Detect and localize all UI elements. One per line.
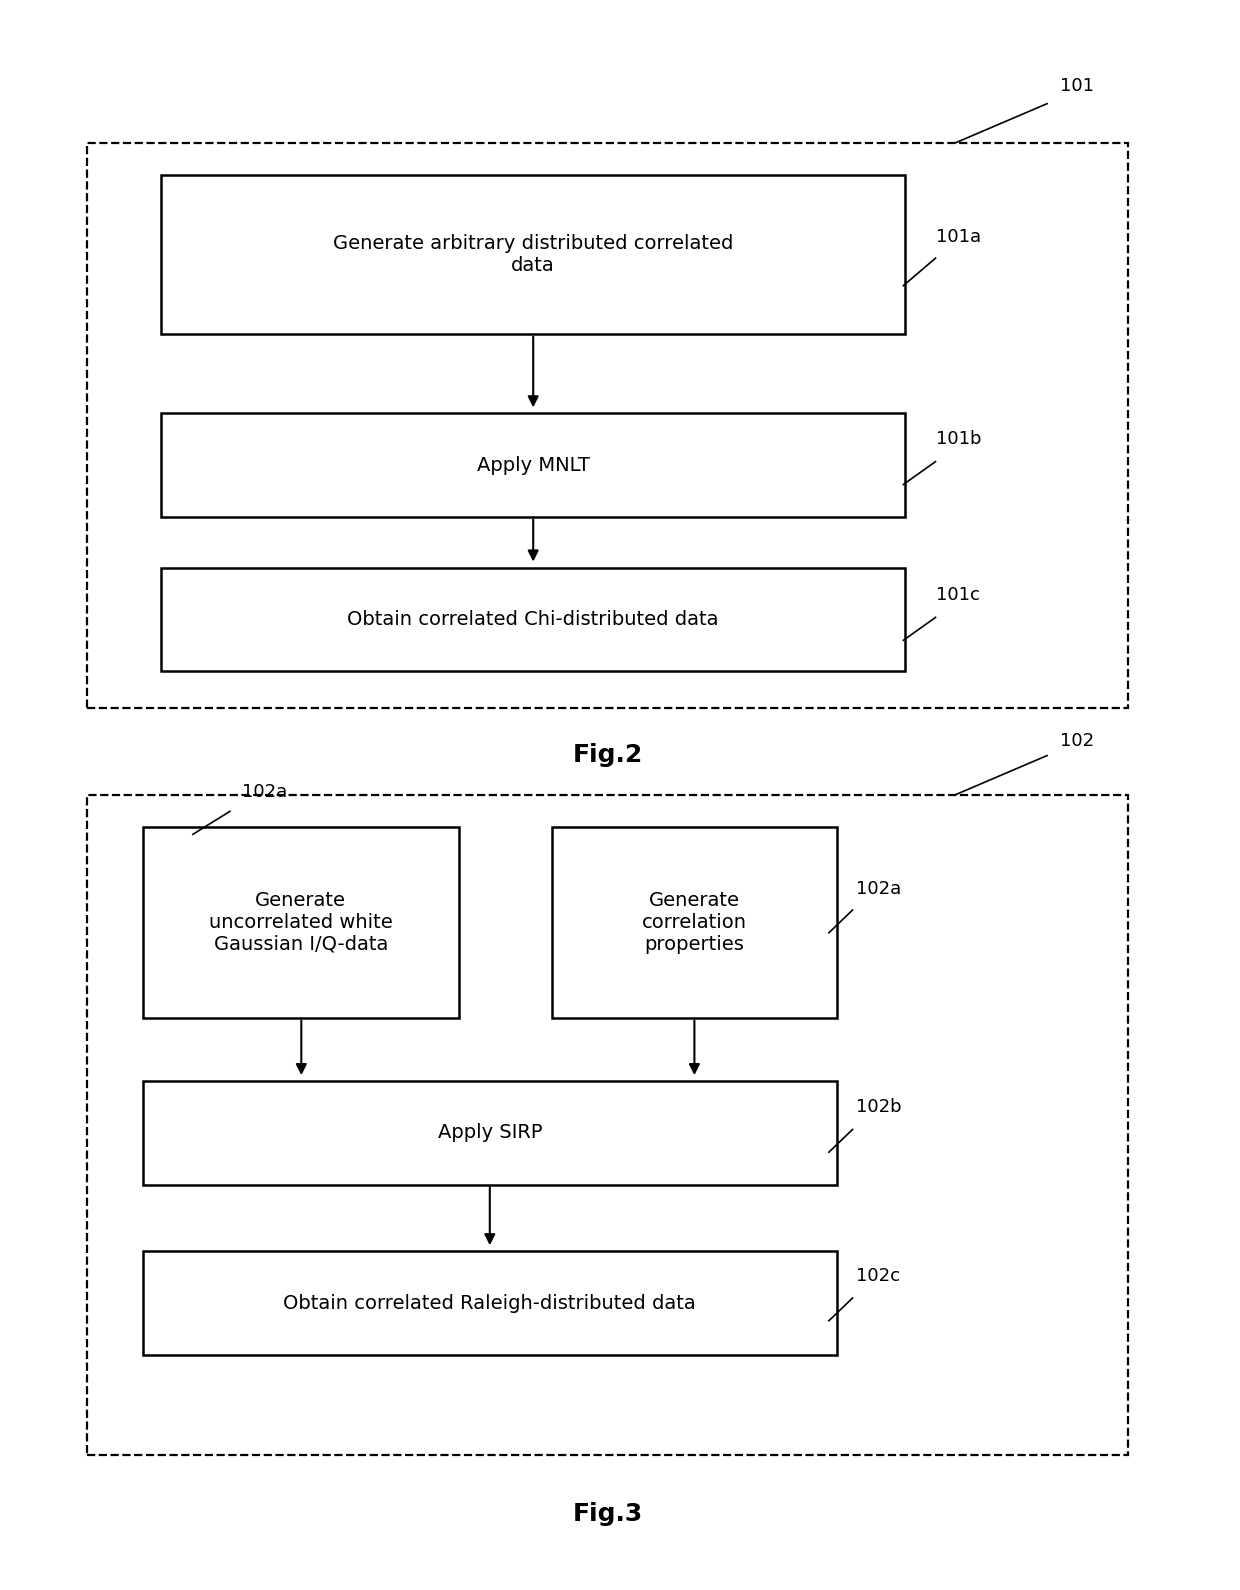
Text: Generate
uncorrelated white
Gaussian I/Q-data: Generate uncorrelated white Gaussian I/Q… [208,890,393,954]
Bar [161,413,905,517]
Bar [143,1081,837,1185]
Text: Fig.3: Fig.3 [573,1501,642,1526]
Text: 102a: 102a [242,784,286,801]
Text: 101b: 101b [936,431,982,448]
Text: Generate arbitrary distributed correlated
data: Generate arbitrary distributed correlate… [334,234,733,275]
Bar [161,175,905,334]
Text: Obtain correlated Chi-distributed data: Obtain correlated Chi-distributed data [347,611,719,628]
Text: Apply MNLT: Apply MNLT [476,456,590,474]
Text: 102c: 102c [856,1267,899,1285]
Text: 101: 101 [1060,78,1094,95]
Text: Generate
correlation
properties: Generate correlation properties [642,890,746,954]
Bar [143,1251,837,1355]
Text: Obtain correlated Raleigh-distributed data: Obtain correlated Raleigh-distributed da… [284,1294,696,1312]
Text: 102a: 102a [856,881,900,898]
Bar [143,827,459,1018]
Text: 102: 102 [1060,733,1095,750]
Text: Apply SIRP: Apply SIRP [438,1124,542,1142]
Text: Fig.2: Fig.2 [573,743,642,768]
Text: 101a: 101a [936,229,981,246]
Bar [161,568,905,671]
Bar [552,827,837,1018]
Bar [87,795,1128,1455]
Text: 102b: 102b [856,1099,901,1116]
Bar [87,143,1128,708]
Text: 101c: 101c [936,587,980,604]
